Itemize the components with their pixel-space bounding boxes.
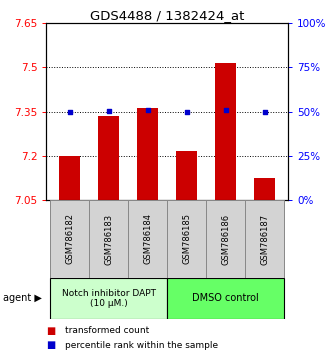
Text: Notch inhibitor DAPT
(10 μM.): Notch inhibitor DAPT (10 μM.) [62,289,156,308]
Point [106,108,111,114]
Text: GSM786182: GSM786182 [65,213,74,264]
Bar [167,278,284,319]
Text: GSM786186: GSM786186 [221,213,230,264]
Text: GSM786183: GSM786183 [104,213,113,264]
Bar [206,200,245,278]
Bar [176,152,197,200]
Bar [59,156,80,200]
Bar [137,108,159,200]
Bar [98,116,119,200]
Text: transformed count: transformed count [65,326,149,336]
Text: ■: ■ [46,340,56,350]
Point [223,108,228,113]
Bar [89,200,128,278]
Text: GSM786184: GSM786184 [143,213,152,264]
Text: DMSO control: DMSO control [192,293,259,303]
Point [262,109,267,115]
Bar [128,200,167,278]
Title: GDS4488 / 1382424_at: GDS4488 / 1382424_at [90,9,244,22]
Bar [215,63,236,200]
Point [184,109,189,114]
Text: GSM786187: GSM786187 [260,213,269,264]
Bar [50,200,89,278]
Point [145,108,150,113]
Text: agent ▶: agent ▶ [3,293,42,303]
Bar [167,200,206,278]
Bar [245,200,284,278]
Point [67,110,72,115]
Text: GSM786185: GSM786185 [182,213,191,264]
Text: percentile rank within the sample: percentile rank within the sample [65,341,218,350]
Bar [50,278,167,319]
Text: ■: ■ [46,326,56,336]
Bar [254,178,275,200]
